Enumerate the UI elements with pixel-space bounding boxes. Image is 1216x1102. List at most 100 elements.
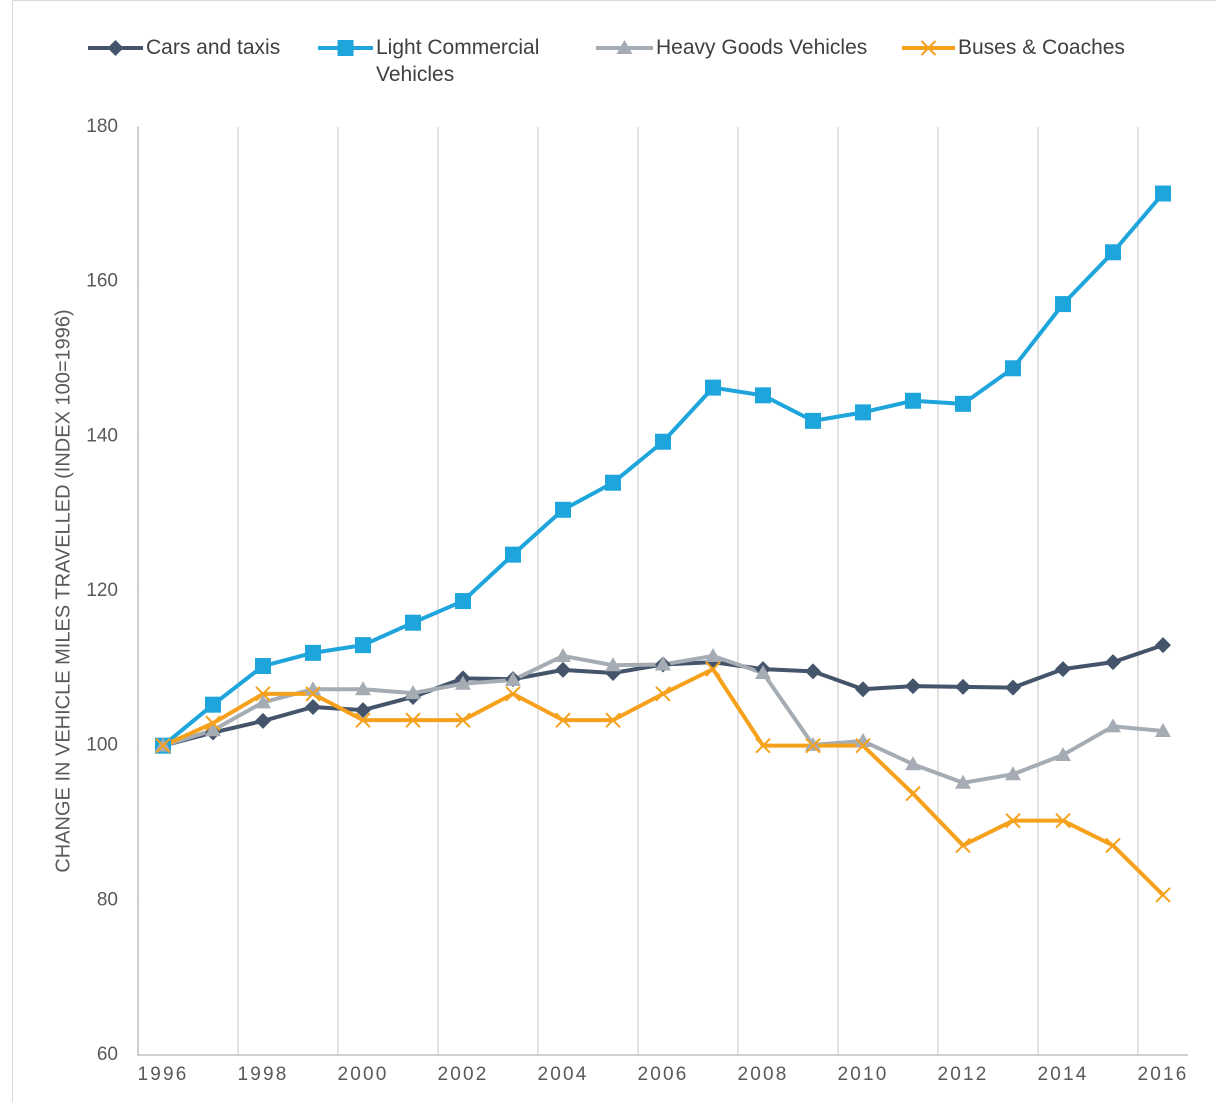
data-point: [255, 658, 271, 675]
data-point: [755, 387, 771, 404]
data-point: [805, 412, 821, 429]
data-point: [955, 774, 971, 789]
data-point: [805, 663, 821, 680]
x-tick-label: 2012: [937, 1064, 988, 1085]
y-tick-label: 140: [86, 425, 118, 446]
x-tick-label: 2008: [737, 1064, 788, 1085]
data-point: [1005, 766, 1021, 781]
data-point: [555, 712, 571, 728]
data-point: [555, 647, 571, 662]
legend-symbol: [318, 40, 373, 56]
data-point: [1155, 722, 1171, 737]
data-point: [705, 661, 721, 677]
data-point: [1105, 654, 1121, 671]
x-tick-label: 2000: [337, 1064, 388, 1085]
legend-marker: [616, 40, 633, 54]
legend-label: Cars and taxis: [146, 36, 281, 59]
y-tick-label: 160: [86, 271, 118, 292]
y-tick-label: 80: [97, 889, 118, 910]
data-point: [805, 737, 821, 754]
data-point: [1155, 637, 1171, 654]
data-point: [855, 737, 871, 754]
data-point: [905, 392, 921, 409]
data-point: [1105, 718, 1121, 733]
data-point: [1155, 185, 1171, 202]
y-tick-label: 120: [86, 580, 118, 601]
data-point: [1105, 244, 1121, 261]
data-point: [855, 681, 871, 698]
data-point: [455, 712, 471, 728]
legend-label: Buses & Coaches: [958, 36, 1125, 59]
chart-border: [12, 0, 1216, 1102]
legend-marker: [107, 40, 124, 56]
legend-marker: [920, 40, 937, 56]
data-point: [605, 474, 621, 491]
data-point: [1155, 887, 1171, 903]
x-tick-label: 2016: [1137, 1064, 1188, 1085]
y-tick-label: 60: [97, 1044, 118, 1065]
data-point: [1105, 837, 1121, 854]
data-point: [1055, 746, 1071, 761]
data-point: [355, 681, 371, 696]
data-point: [555, 661, 571, 678]
data-point: [405, 685, 421, 700]
data-point: [955, 395, 971, 412]
data-point: [1005, 679, 1021, 696]
data-point: [755, 664, 771, 679]
data-point: [655, 433, 671, 450]
data-point: [955, 837, 971, 854]
legend-marker: [337, 40, 354, 56]
data-point: [905, 678, 921, 695]
data-point: [855, 733, 871, 748]
data-point: [455, 675, 471, 690]
data-point: [905, 785, 921, 802]
x-tick-label: 1998: [237, 1064, 288, 1085]
x-tick-label: 2006: [637, 1064, 688, 1085]
data-point: [605, 712, 621, 728]
data-point: [355, 637, 371, 654]
data-point: [205, 722, 221, 737]
legend-label: Heavy Goods Vehicles: [656, 36, 868, 59]
data-point: [255, 694, 271, 709]
legend-symbol: [902, 40, 955, 56]
data-point: [205, 715, 221, 731]
data-point: [705, 379, 721, 396]
data-point: [255, 686, 271, 702]
data-point: [405, 712, 421, 728]
data-point: [855, 404, 871, 421]
y-tick-label: 100: [86, 735, 118, 756]
x-tick-label: 2004: [537, 1064, 588, 1085]
legend-label: Light Commercial Vehicles: [376, 36, 540, 86]
data-point: [1055, 812, 1071, 829]
data-point: [505, 686, 521, 702]
data-point: [1005, 360, 1021, 377]
data-point: [205, 696, 221, 713]
data-point: [1005, 812, 1021, 829]
x-tick-label: 1996: [137, 1064, 188, 1085]
data-point: [305, 699, 321, 715]
legend-symbol: [88, 40, 143, 56]
data-point: [155, 737, 171, 754]
data-point: [305, 686, 321, 702]
data-point: [355, 712, 371, 728]
data-point: [355, 702, 371, 719]
data-point: [655, 656, 671, 671]
data-point: [755, 737, 771, 754]
data-point: [905, 756, 921, 771]
data-point: [1055, 661, 1071, 678]
data-point: [955, 678, 971, 695]
y-axis-title: CHANGE IN VEHICLE MILES TRAVELLED (INDEX…: [52, 309, 74, 872]
data-point: [555, 501, 571, 518]
data-point: [255, 712, 271, 729]
y-tick-label: 180: [86, 116, 118, 137]
data-point: [505, 671, 521, 686]
data-point: [655, 686, 671, 702]
data-point: [1055, 296, 1071, 313]
data-point: [505, 546, 521, 563]
legend-symbol: [596, 40, 653, 54]
x-tick-label: 2014: [1037, 1064, 1088, 1085]
data-point: [605, 657, 621, 672]
x-tick-label: 2002: [437, 1064, 488, 1085]
